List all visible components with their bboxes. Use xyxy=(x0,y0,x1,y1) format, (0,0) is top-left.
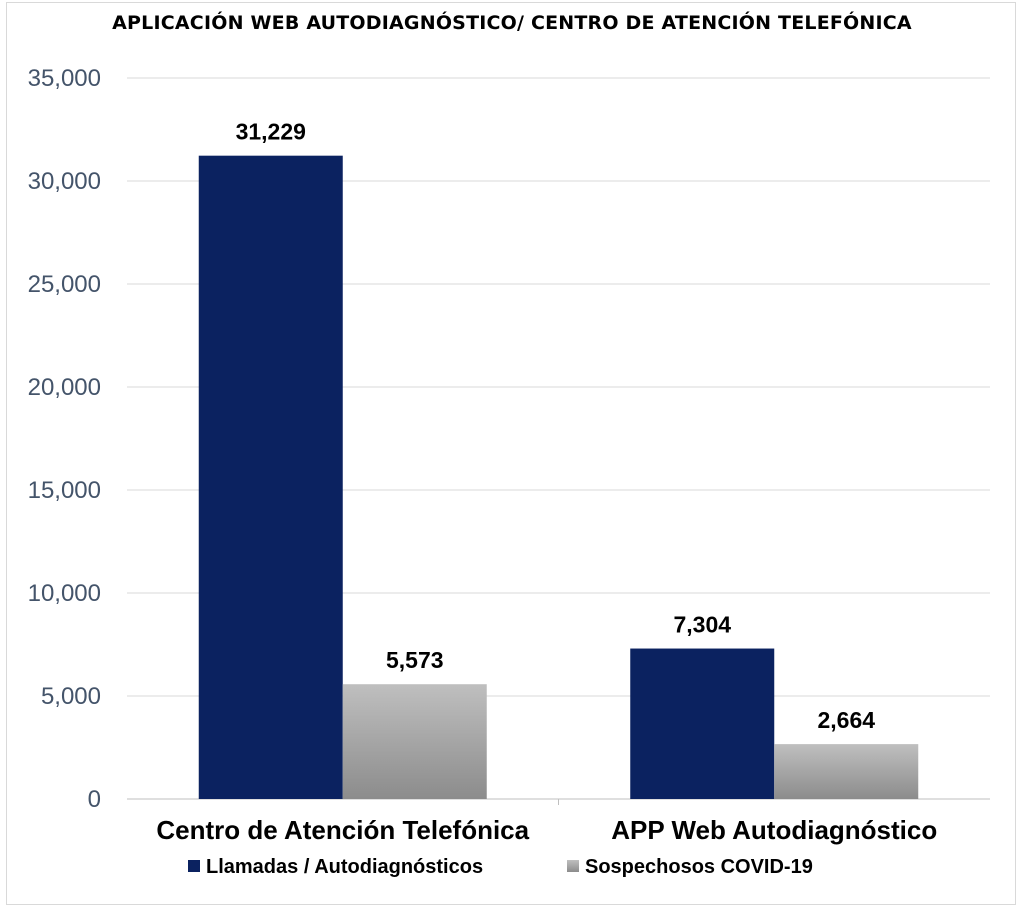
y-tick-label: 15,000 xyxy=(28,477,101,504)
bars: 31,229 5,573 7,304 2,664 xyxy=(198,119,919,799)
legend-swatch-1 xyxy=(567,860,579,872)
chart-title: APLICACIÓN WEB AUTODIAGNÓSTICO/ CENTRO D… xyxy=(112,12,912,34)
x-tick-label: Centro de Atención Telefónica xyxy=(156,815,529,845)
legend: Llamadas / Autodiagnósticos Sospechosos C… xyxy=(188,856,813,878)
y-tick-label: 30,000 xyxy=(28,168,101,195)
data-label: 2,664 xyxy=(817,707,875,733)
legend-label: Sospechosos COVID-19 xyxy=(585,856,813,878)
y-tick-label: 25,000 xyxy=(28,271,101,298)
y-tick-label: 20,000 xyxy=(28,374,101,401)
bar-sospechosos-1 xyxy=(774,744,919,799)
y-tick-label: 0 xyxy=(88,786,101,813)
data-label: 31,229 xyxy=(236,119,306,145)
y-tick-label: 10,000 xyxy=(28,580,101,607)
data-label: 5,573 xyxy=(386,647,444,673)
legend-label: Llamadas / Autodiagnósticos xyxy=(206,856,483,878)
y-axis: 0 5,000 10,000 15,000 20,000 25,000 30,000 35,0… xyxy=(28,65,101,813)
data-label: 7,304 xyxy=(673,612,731,638)
bar-llamadas-0 xyxy=(198,155,343,799)
x-tick-label: APP Web Autodiagnóstico xyxy=(611,815,937,845)
legend-swatch-0 xyxy=(188,860,200,872)
bar-sospechosos-0 xyxy=(342,684,487,799)
y-tick-label: 5,000 xyxy=(41,683,101,710)
y-tick-label: 35,000 xyxy=(28,65,101,92)
bar-llamadas-1 xyxy=(630,648,775,799)
x-axis: Centro de Atención Telefónica APP Web Aut… xyxy=(156,799,937,845)
